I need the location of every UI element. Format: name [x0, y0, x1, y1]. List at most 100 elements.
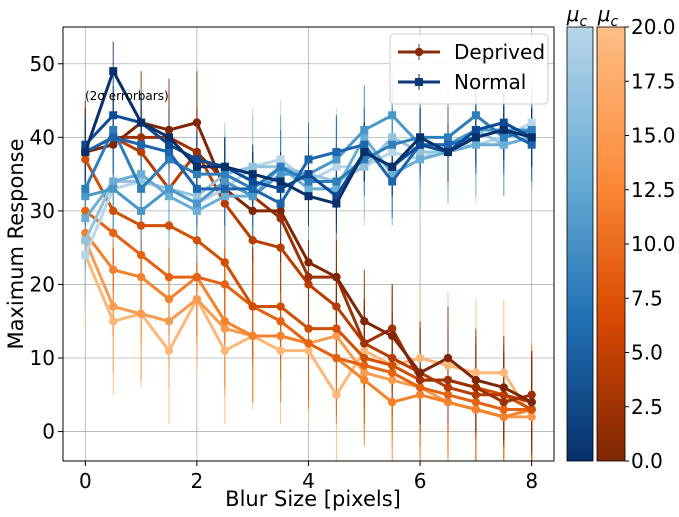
data-point-circle [192, 118, 202, 127]
data-point-circle [443, 375, 453, 385]
data-point-circle [499, 412, 508, 422]
data-point-circle [471, 383, 481, 392]
data-point-square [304, 170, 313, 179]
data-point-square [165, 155, 174, 164]
data-point-circle [304, 339, 313, 348]
data-point-circle [192, 272, 202, 282]
y-tick-label: 40 [30, 125, 55, 149]
data-point-square [137, 184, 146, 193]
data-point-circle [220, 324, 230, 333]
data-point-square [248, 177, 257, 186]
data-point-circle [220, 317, 230, 326]
x-tick-label: 4 [302, 469, 315, 493]
data-point-circle [415, 368, 425, 377]
data-point-circle [248, 206, 257, 216]
data-point-square [471, 125, 480, 134]
data-point-square [416, 155, 425, 164]
data-point-square [276, 162, 285, 171]
colorbar [566, 26, 594, 462]
data-point-circle [276, 346, 285, 355]
data-point-square [81, 140, 90, 149]
x-axis-label: Blur Size [pixels] [225, 487, 401, 511]
data-point-circle [136, 250, 146, 260]
data-point-circle [192, 236, 202, 245]
data-point-square [81, 214, 90, 223]
data-point-square [304, 155, 313, 164]
data-point-square [165, 133, 174, 142]
data-point-square [192, 199, 201, 208]
data-point-square [527, 118, 536, 127]
data-point-circle [109, 140, 118, 149]
data-point-circle [164, 272, 174, 282]
data-point-circle [276, 243, 285, 252]
data-point-square [276, 177, 285, 186]
data-point-square [192, 170, 201, 179]
data-point-square [499, 140, 508, 149]
colorbar-tick-label: 20.0 [631, 15, 676, 39]
data-point-square [165, 140, 174, 149]
data-point-square [220, 192, 229, 201]
data-point-square [443, 148, 452, 157]
axis-ticks: 0 2 4 6 8 0 10 20 30 40 50 [30, 52, 539, 493]
data-point-circle [164, 294, 174, 304]
data-point-square [109, 133, 118, 142]
data-point-square [137, 170, 146, 179]
colorbar-title: μc [597, 2, 619, 30]
data-point-circle [276, 206, 285, 216]
colorbar-tick-label: 10.0 [631, 232, 676, 256]
data-point-circle [360, 346, 369, 355]
data-point-circle [136, 272, 146, 282]
data-point-square [276, 199, 285, 208]
data-point-circle [136, 147, 146, 157]
data-point-circle [332, 302, 341, 311]
data-point-square [388, 140, 397, 149]
data-point-circle [136, 133, 146, 142]
data-point-circle [443, 390, 453, 399]
data-point-circle [415, 390, 425, 399]
data-point-circle [387, 368, 397, 377]
data-point-circle [332, 390, 341, 399]
data-point-circle [248, 302, 257, 311]
x-tick-label: 6 [414, 469, 427, 493]
data-point-square [332, 162, 341, 171]
colorbar-tick-label: 0.0 [631, 449, 663, 473]
data-point-square [165, 184, 174, 193]
data-point-square [137, 206, 146, 215]
data-point-circle [304, 280, 313, 289]
data-point-circle [164, 346, 174, 355]
data-point-square [304, 192, 313, 201]
data-point-circle [499, 397, 508, 407]
data-point-circle [304, 258, 313, 267]
data-point-square [360, 162, 369, 171]
data-point-square [81, 192, 90, 201]
data-point-square [109, 184, 118, 193]
data-point-square [360, 148, 369, 157]
data-point-circle [109, 317, 118, 326]
data-point-circle [109, 206, 118, 216]
data-point-square [304, 177, 313, 186]
data-point-square [360, 125, 369, 134]
data-point-square [220, 170, 229, 179]
data-point-circle [387, 397, 397, 407]
data-point-circle [443, 397, 453, 407]
colorbar [596, 26, 626, 462]
data-point-circle [387, 353, 397, 363]
data-point-circle [192, 147, 202, 157]
data-point-circle [499, 368, 508, 377]
data-point-circle [415, 383, 425, 392]
y-axis-label: Maximum Response [4, 138, 28, 349]
data-point-square [192, 162, 201, 171]
data-point-square [304, 184, 313, 193]
data-point-square [276, 155, 285, 164]
y-tick-label: 50 [30, 52, 55, 76]
data-point-square [499, 133, 508, 142]
data-point-square [109, 177, 118, 186]
data-point-square [192, 184, 201, 193]
data-point-circle [192, 294, 202, 304]
data-point-circle [527, 405, 536, 414]
data-point-square [81, 251, 90, 260]
data-point-circle [499, 390, 508, 399]
colorbar-tick-label: 15.0 [631, 124, 676, 148]
data-point-square [137, 140, 146, 149]
y-tick-label: 10 [30, 346, 55, 370]
